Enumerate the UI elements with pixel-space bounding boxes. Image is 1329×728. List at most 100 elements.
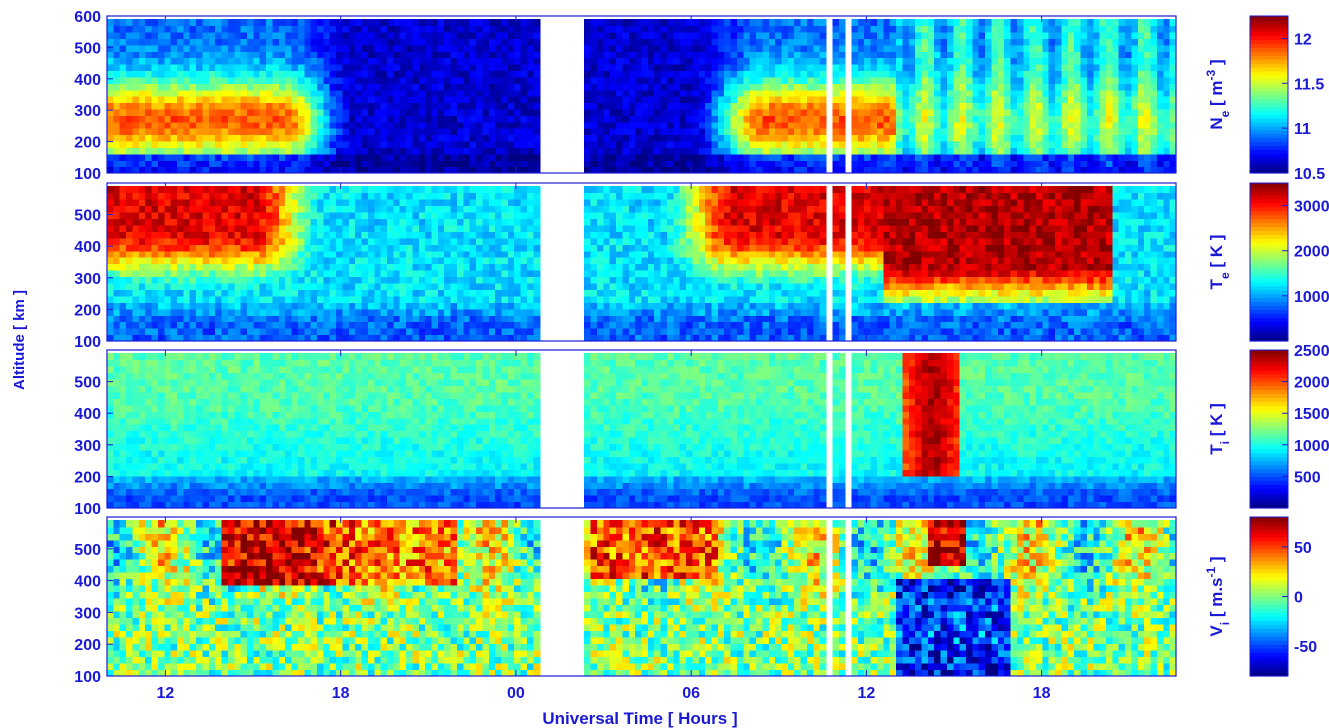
heatmap-cell bbox=[609, 128, 617, 136]
heatmap-cell bbox=[514, 38, 522, 46]
heatmap-cell bbox=[711, 160, 719, 168]
heatmap-cell bbox=[183, 57, 191, 65]
heatmap-cell bbox=[851, 64, 859, 72]
heatmap-cell bbox=[170, 57, 178, 65]
heatmap-cell bbox=[406, 186, 414, 194]
heatmap-cell bbox=[1010, 25, 1018, 33]
heatmap-cell bbox=[584, 115, 592, 123]
y-tick-label: 500 bbox=[74, 40, 101, 57]
heatmap-cell bbox=[756, 70, 763, 78]
heatmap-cell bbox=[813, 102, 821, 110]
heatmap-cell bbox=[641, 134, 649, 142]
heatmap-cell bbox=[698, 128, 706, 136]
heatmap-cell bbox=[412, 147, 420, 155]
heatmap-cell bbox=[157, 153, 165, 161]
heatmap-cell bbox=[196, 218, 204, 226]
heatmap-cell bbox=[1150, 64, 1158, 72]
heatmap-cell bbox=[164, 205, 172, 213]
heatmap-cell bbox=[921, 76, 929, 84]
heatmap-cell bbox=[526, 166, 534, 174]
heatmap-cell bbox=[138, 160, 146, 168]
heatmap-cell bbox=[730, 64, 738, 72]
heatmap-cell bbox=[361, 57, 369, 65]
heatmap-cell bbox=[399, 328, 407, 336]
heatmap-cell bbox=[1169, 51, 1177, 59]
heatmap-cell bbox=[717, 108, 725, 116]
heatmap-cell bbox=[717, 166, 725, 174]
heatmap-cell bbox=[272, 289, 280, 297]
heatmap-cell bbox=[787, 153, 795, 161]
heatmap-cell bbox=[635, 38, 643, 46]
heatmap-cell bbox=[934, 121, 942, 129]
heatmap-cell bbox=[374, 115, 382, 123]
heatmap-cell bbox=[978, 102, 986, 110]
heatmap-cell bbox=[628, 153, 636, 161]
heatmap-cell bbox=[107, 186, 114, 194]
heatmap-cell bbox=[234, 160, 242, 168]
heatmap-cell bbox=[297, 25, 305, 33]
heatmap-cell bbox=[196, 147, 204, 155]
heatmap-cell bbox=[934, 70, 942, 78]
heatmap-cell bbox=[272, 57, 280, 65]
heatmap-cell bbox=[138, 31, 146, 39]
heatmap-cell bbox=[1112, 147, 1120, 155]
heatmap-cell bbox=[666, 153, 674, 161]
heatmap-cell bbox=[794, 57, 802, 65]
heatmap-cell bbox=[304, 257, 312, 265]
heatmap-cell bbox=[285, 205, 293, 213]
heatmap-cell bbox=[616, 140, 624, 148]
heatmap-cell bbox=[291, 38, 299, 46]
heatmap-cell bbox=[215, 115, 223, 123]
heatmap-cell bbox=[272, 211, 280, 220]
heatmap-cell bbox=[991, 128, 999, 136]
heatmap-cell bbox=[386, 102, 394, 110]
heatmap-cell bbox=[310, 160, 318, 168]
heatmap-cell bbox=[851, 31, 859, 39]
heatmap-cell bbox=[934, 134, 942, 142]
heatmap-cell bbox=[304, 51, 312, 59]
heatmap-cell bbox=[278, 64, 286, 72]
heatmap-cell bbox=[183, 19, 191, 27]
heatmap-cell bbox=[342, 153, 350, 161]
heatmap-cell bbox=[896, 89, 903, 97]
heatmap-cell bbox=[406, 153, 414, 161]
heatmap-cell bbox=[698, 89, 706, 97]
heatmap-cell bbox=[616, 89, 624, 97]
heatmap-cell bbox=[418, 76, 426, 84]
heatmap-cell bbox=[660, 147, 668, 155]
heatmap-cell bbox=[157, 199, 165, 207]
heatmap-cell bbox=[864, 134, 872, 142]
heatmap-cell bbox=[285, 89, 293, 97]
heatmap-cell bbox=[1004, 128, 1012, 136]
heatmap-cell bbox=[1055, 121, 1063, 129]
heatmap-cell bbox=[1156, 134, 1164, 142]
heatmap-cell bbox=[304, 186, 312, 194]
heatmap-cell bbox=[1118, 70, 1126, 78]
heatmap-cell bbox=[291, 134, 299, 142]
heatmap-cell bbox=[959, 25, 967, 33]
heatmap-cell bbox=[686, 70, 693, 78]
heatmap-cell bbox=[603, 70, 611, 78]
heatmap-cell bbox=[297, 89, 305, 97]
heatmap-cell bbox=[596, 76, 604, 84]
heatmap-cell bbox=[972, 134, 980, 142]
heatmap-cell bbox=[361, 70, 369, 78]
heatmap-cell bbox=[915, 70, 923, 78]
heatmap-cell bbox=[972, 147, 980, 155]
heatmap-cell bbox=[431, 51, 439, 59]
heatmap-cell bbox=[1099, 38, 1107, 46]
heatmap-cell bbox=[1131, 147, 1139, 155]
heatmap-cell bbox=[399, 315, 407, 323]
heatmap-cell bbox=[717, 89, 725, 97]
heatmap-cell bbox=[526, 121, 534, 129]
heatmap-cell bbox=[1080, 102, 1088, 110]
heatmap-cell bbox=[730, 108, 738, 116]
heatmap-cell bbox=[336, 134, 344, 142]
heatmap-cell bbox=[126, 231, 134, 239]
heatmap-cell bbox=[342, 334, 350, 342]
heatmap-cell bbox=[221, 166, 229, 174]
heatmap-cell bbox=[730, 89, 738, 97]
heatmap-cell bbox=[501, 153, 509, 161]
heatmap-cell bbox=[908, 31, 916, 39]
heatmap-cell bbox=[1067, 44, 1075, 52]
